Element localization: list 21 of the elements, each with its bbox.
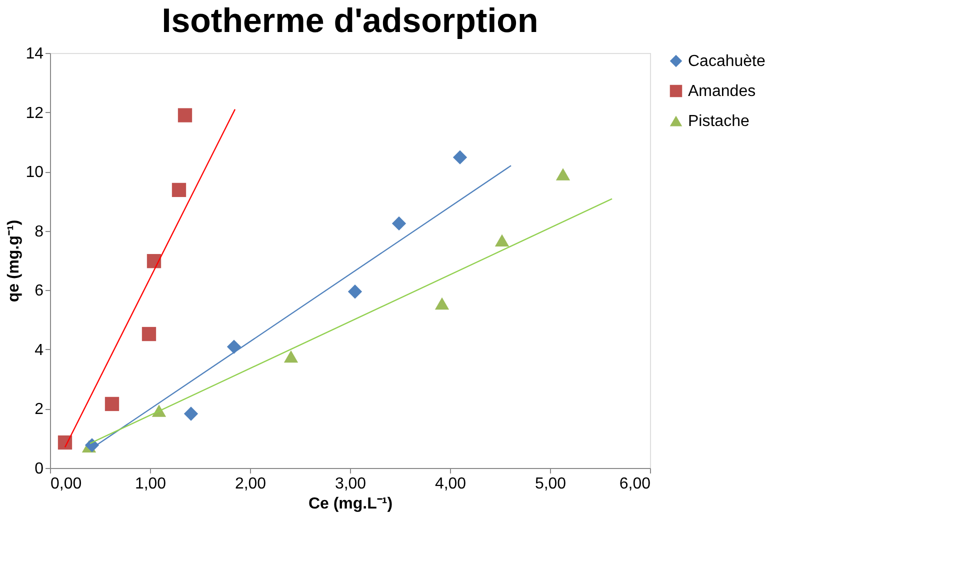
x-tick-label: 4,00 — [434, 476, 466, 492]
x-tick-label: 0,00 — [50, 476, 82, 492]
legend-label: Pistache — [688, 113, 750, 130]
y-tick-label: 0 — [34, 460, 44, 478]
x-tick-label: 6,00 — [619, 476, 651, 492]
x-tick-label: 5,00 — [534, 476, 566, 492]
x-tick-label: 1,00 — [134, 476, 166, 492]
y-tick-label: 2 — [34, 401, 44, 418]
x-axis-title: Ce (mg.L⁻¹) — [308, 496, 393, 512]
chart-title: Isotherme d'adsorption — [162, 2, 538, 40]
y-tick-label: 12 — [26, 104, 44, 122]
x-tick-label: 2,00 — [234, 476, 266, 492]
y-tick-label: 6 — [34, 282, 44, 300]
x-tick-label: 3,00 — [334, 476, 366, 492]
legend-label: Cacahuète — [688, 53, 766, 70]
y-tick-label: 10 — [26, 164, 44, 182]
y-axis-title: qe (mg.g⁻¹) — [6, 220, 23, 302]
y-tick-label: 8 — [34, 223, 44, 240]
legend-label: Amandes — [688, 83, 756, 100]
y-tick-label: 4 — [34, 342, 44, 359]
y-tick-label: 14 — [26, 46, 44, 62]
